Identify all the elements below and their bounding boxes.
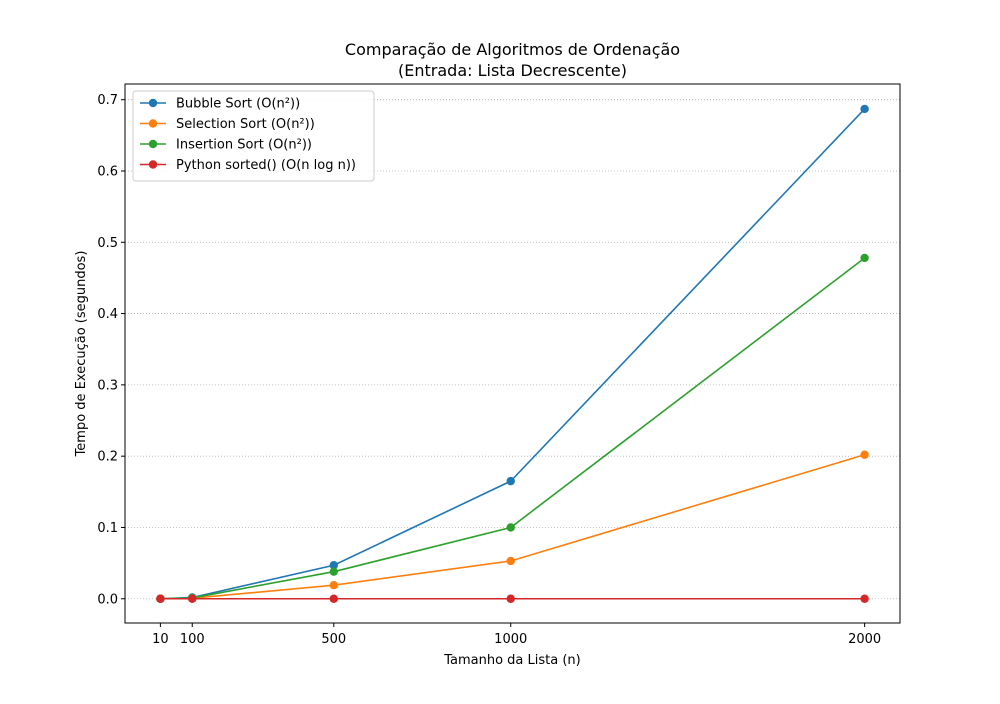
data-point bbox=[506, 476, 515, 486]
chart-title: Comparação de Algoritmos de Ordenação bbox=[345, 40, 680, 59]
y-tick-label: 0.6 bbox=[97, 164, 118, 179]
data-point bbox=[506, 523, 515, 532]
x-tick-label: 500 bbox=[321, 632, 346, 647]
data-point bbox=[329, 567, 338, 576]
y-tick-label: 0.5 bbox=[97, 236, 118, 251]
data-point bbox=[860, 253, 869, 263]
y-tick-label: 0.7 bbox=[97, 93, 118, 108]
data-point bbox=[156, 594, 165, 603]
legend-label: Python sorted() (O(n log n)) bbox=[176, 158, 356, 173]
y-tick-label: 0.1 bbox=[97, 521, 118, 536]
data-point bbox=[860, 450, 869, 459]
plot-area-frame bbox=[124, 83, 901, 624]
legend-label: Insertion Sort (O(n²)) bbox=[176, 138, 312, 153]
x-tick-label: 2000 bbox=[848, 632, 881, 647]
legend-entry: Selection Sort (O(n²)) bbox=[140, 117, 315, 132]
y-tick-label: 0.3 bbox=[97, 378, 118, 393]
y-tick-label: 0.0 bbox=[97, 592, 118, 607]
series-4 bbox=[156, 594, 869, 603]
data-point bbox=[188, 594, 197, 603]
x-tick-label: 100 bbox=[180, 632, 205, 647]
legend-label: Selection Sort (O(n²)) bbox=[176, 117, 315, 132]
data-point bbox=[329, 561, 338, 570]
data-point bbox=[860, 104, 869, 114]
legend-entry: Python sorted() (O(n log n)) bbox=[140, 158, 356, 173]
data-point bbox=[329, 594, 338, 603]
legend: Bubble Sort (O(n²)) Selection Sort (O(n²)… bbox=[132, 90, 375, 182]
x-axis-label: Tamanho da Lista (n) bbox=[443, 653, 581, 668]
axes: 0.0 0.1 0.2 0.3 0.4 0.5 0.6 0.7 10 100 500 1000 2000 bbox=[97, 93, 881, 647]
legend-marker bbox=[148, 160, 158, 169]
data-point bbox=[506, 594, 515, 603]
x-tick-label: 1000 bbox=[494, 632, 527, 647]
data-point bbox=[506, 556, 515, 566]
legend-label: Bubble Sort (O(n²)) bbox=[176, 97, 300, 112]
series-layer bbox=[156, 104, 869, 603]
legend-marker bbox=[148, 119, 158, 128]
legend-marker bbox=[148, 139, 158, 149]
legend-entry: Bubble Sort (O(n²)) bbox=[140, 97, 300, 112]
legend-marker bbox=[148, 98, 158, 108]
chart-subtitle: (Entrada: Lista Decrescente) bbox=[398, 61, 627, 80]
data-point bbox=[860, 594, 869, 603]
legend-box bbox=[132, 90, 375, 182]
y-tick-label: 0.2 bbox=[97, 450, 118, 465]
series-line bbox=[160, 257, 866, 600]
data-point bbox=[329, 581, 338, 590]
y-axis-label: Tempo de Execução (segundos) bbox=[74, 251, 89, 458]
series-3 bbox=[156, 253, 869, 603]
x-tick-label: 10 bbox=[152, 632, 169, 647]
y-tick-label: 0.4 bbox=[97, 307, 118, 322]
legend-entry: Insertion Sort (O(n²)) bbox=[140, 138, 312, 153]
